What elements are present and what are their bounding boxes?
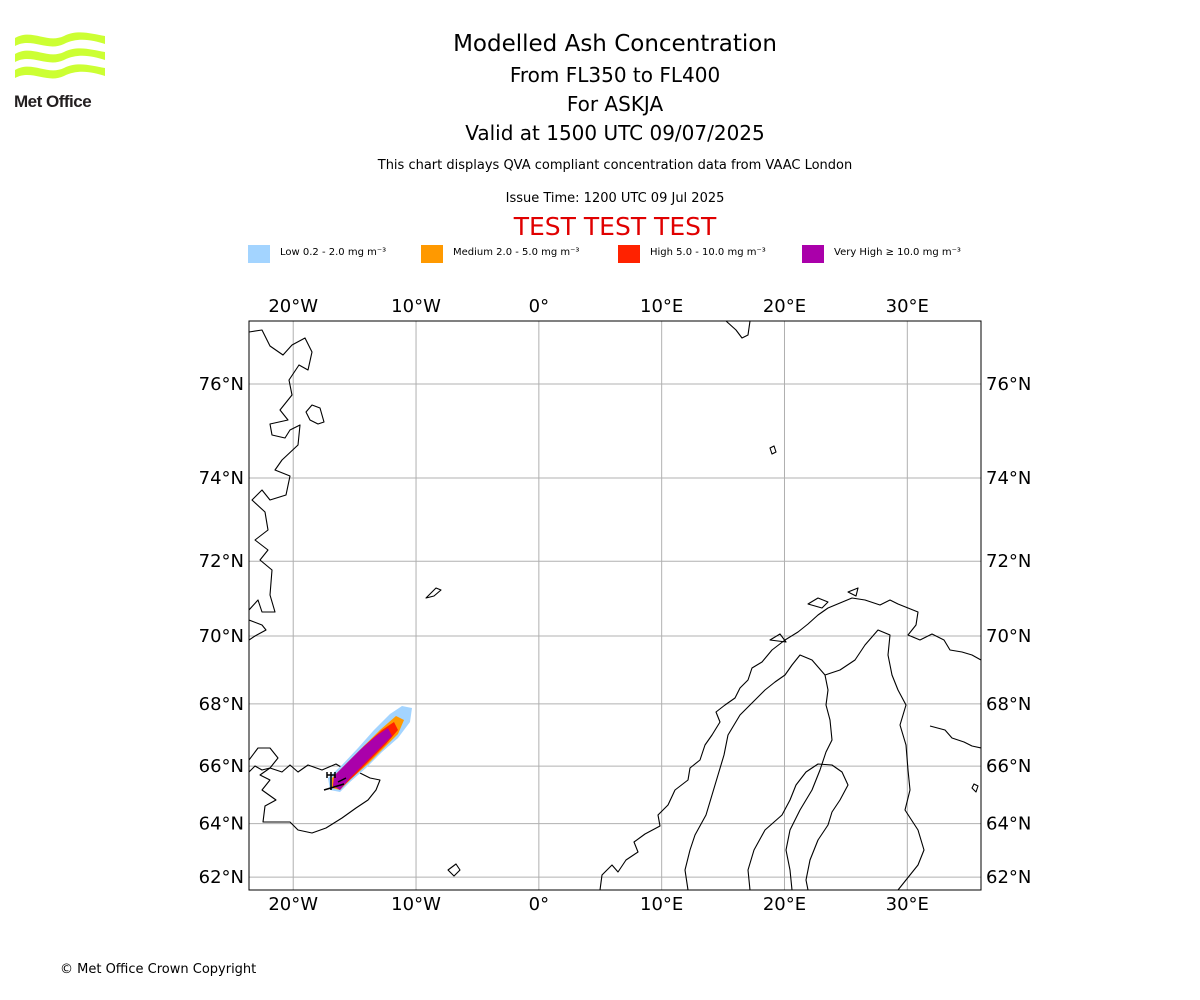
lon-label-bottom: 10°E bbox=[640, 894, 683, 915]
valid-time: Valid at 1500 UTC 09/07/2025 bbox=[465, 121, 765, 145]
lat-label-left: 62°N bbox=[199, 867, 244, 888]
legend-label-high: High 5.0 - 10.0 mg m⁻³ bbox=[650, 247, 766, 258]
legend-swatch-high bbox=[618, 245, 640, 263]
met-office-logo-icon bbox=[15, 32, 105, 79]
lon-label-top: 20°E bbox=[763, 296, 806, 317]
legend-swatch-very-high bbox=[802, 245, 824, 263]
test-banner: TEST TEST TEST bbox=[513, 212, 717, 241]
lon-label-top: 10°E bbox=[640, 296, 683, 317]
axis-labels: 20°W 20°W 10°W 10°W 0° 0° 10°E 10°E 20°E 20°E 30°E… bbox=[199, 296, 1032, 915]
legend-swatch-medium bbox=[421, 245, 443, 263]
lat-label-left: 66°N bbox=[199, 756, 244, 777]
legend-label-low: Low 0.2 - 2.0 mg m⁻³ bbox=[280, 247, 387, 258]
lat-label-left: 64°N bbox=[199, 814, 244, 835]
lat-label-left: 68°N bbox=[199, 694, 244, 715]
ash-plume bbox=[323, 706, 412, 792]
lon-label-bottom: 10°W bbox=[391, 894, 441, 915]
graticule bbox=[249, 321, 981, 890]
lat-label-right: 66°N bbox=[986, 756, 1031, 777]
iceland-coastline bbox=[259, 763, 381, 834]
svalbard-coastline bbox=[725, 321, 751, 339]
lon-label-top: 30°E bbox=[886, 296, 929, 317]
issue-time: Issue Time: 1200 UTC 09 Jul 2025 bbox=[505, 191, 725, 206]
lat-label-right: 72°N bbox=[986, 551, 1031, 572]
lat-label-left: 76°N bbox=[199, 374, 244, 395]
chart-title: Modelled Ash Concentration bbox=[453, 31, 777, 57]
greenland-coastline bbox=[249, 329, 313, 613]
lat-label-right: 64°N bbox=[986, 814, 1031, 835]
lon-label-bottom: 20°W bbox=[268, 894, 318, 915]
lat-label-left: 70°N bbox=[199, 626, 244, 647]
volcano-name: For ASKJA bbox=[566, 92, 664, 116]
scandinavia-coastline bbox=[599, 597, 981, 890]
lon-label-top: 10°W bbox=[391, 296, 441, 317]
lat-label-left: 74°N bbox=[199, 468, 244, 489]
legend-label-very-high: Very High ≥ 10.0 mg m⁻³ bbox=[834, 247, 961, 258]
national-borders bbox=[684, 654, 833, 890]
lat-label-right: 76°N bbox=[986, 374, 1031, 395]
lon-label-top: 0° bbox=[529, 296, 549, 317]
lat-label-left: 72°N bbox=[199, 551, 244, 572]
lon-label-bottom: 30°E bbox=[886, 894, 929, 915]
lon-label-bottom: 0° bbox=[529, 894, 549, 915]
plume-very-high bbox=[333, 728, 392, 790]
lat-label-right: 70°N bbox=[986, 626, 1031, 647]
lat-label-right: 62°N bbox=[986, 867, 1031, 888]
volcano-marker-icon bbox=[323, 772, 347, 791]
lat-label-right: 68°N bbox=[986, 694, 1031, 715]
flight-levels: From FL350 to FL400 bbox=[509, 63, 721, 87]
coastlines bbox=[249, 321, 981, 890]
legend: Low 0.2 - 2.0 mg m⁻³ Medium 2.0 - 5.0 mg… bbox=[0, 243, 1200, 265]
lon-label-bottom: 20°E bbox=[763, 894, 806, 915]
chart-titles: Modelled Ash Concentration From FL350 to… bbox=[0, 28, 1200, 148]
lon-label-top: 20°W bbox=[268, 296, 318, 317]
copyright: © Met Office Crown Copyright bbox=[60, 962, 257, 977]
lat-label-right: 74°N bbox=[986, 468, 1031, 489]
met-office-wordmark: Met Office bbox=[14, 92, 92, 111]
legend-swatch-low bbox=[248, 245, 270, 263]
chart-description: This chart displays QVA compliant concen… bbox=[377, 158, 853, 173]
legend-label-medium: Medium 2.0 - 5.0 mg m⁻³ bbox=[453, 247, 580, 258]
map-frame bbox=[248, 320, 982, 891]
